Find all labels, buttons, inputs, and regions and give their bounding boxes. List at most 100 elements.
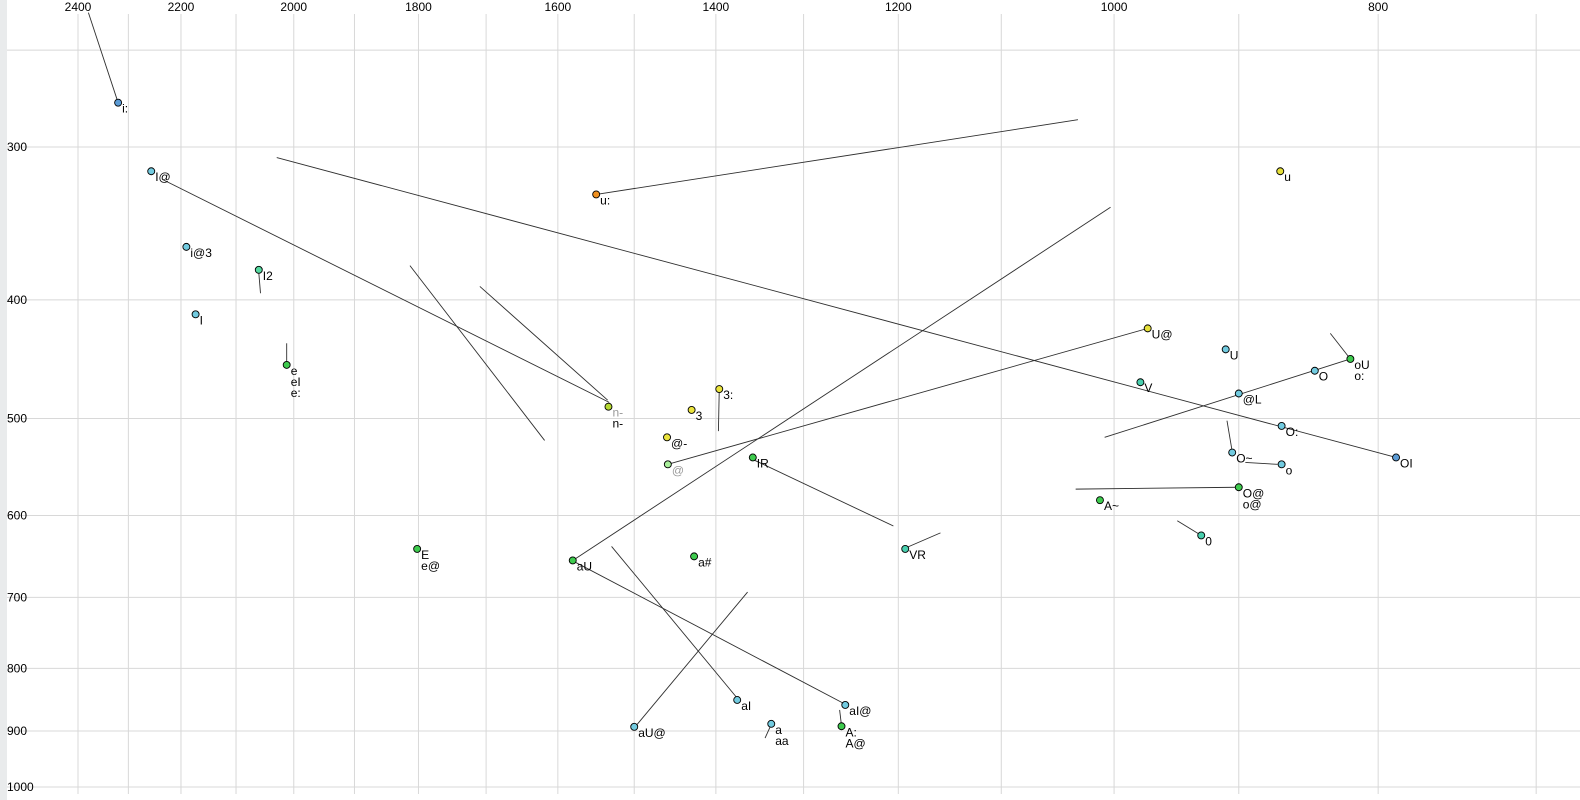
trajectory-line	[1329, 333, 1351, 360]
vowel-point-A-	[837, 722, 846, 731]
vowel-label-o-: o:	[1354, 369, 1364, 383]
vowel-point-OI	[1392, 453, 1400, 462]
trajectory-line	[87, 12, 119, 103]
vowel-label-3: 3	[696, 409, 703, 423]
vowel-label-aI-: aI@	[849, 704, 871, 718]
trajectory-line	[667, 327, 1148, 465]
left-margin-strip	[0, 0, 7, 800]
vowel-label-I: I	[200, 313, 203, 327]
vowel-label-A-: A:	[846, 725, 857, 739]
y-axis-tick-label: 400	[7, 293, 27, 307]
vowel-point-oU	[1346, 355, 1355, 363]
vowel-label-0: 0	[1205, 534, 1212, 548]
vowel-label-oU: oU	[1354, 358, 1369, 372]
vowel-label-U: U	[1230, 348, 1239, 362]
vowel-label-u-: u:	[600, 193, 610, 207]
trajectory-line	[1075, 486, 1239, 490]
vowel-label-O-: O~	[1236, 452, 1252, 466]
vowel-point-e	[282, 360, 291, 369]
vowel-point--	[663, 433, 671, 442]
vowel-label-U-: U@	[1152, 327, 1173, 341]
trajectory-line	[409, 265, 545, 441]
vowel-label-aa: aa	[775, 734, 789, 748]
vowel-label-e-: e@	[421, 559, 440, 573]
trajectory-line	[596, 119, 1079, 195]
vowel-point-i-3	[182, 242, 191, 251]
vowel-label-O-: O:	[1286, 425, 1299, 439]
x-axis-tick-label: 1800	[405, 0, 432, 14]
grid	[7, 14, 1580, 794]
trajectory-line	[1104, 358, 1351, 438]
x-axis-tick-label: 2200	[168, 0, 195, 14]
vowel-label-a-: a#	[698, 555, 712, 569]
vowel-point--	[663, 460, 672, 469]
vowel-label-A-: A@	[846, 736, 866, 750]
trajectory-line	[1226, 420, 1233, 452]
y-axis-tick-label: 700	[7, 590, 27, 604]
trajectory-lines	[87, 12, 1397, 739]
trajectory-line	[572, 206, 1111, 561]
vowel-label-e: e	[291, 364, 298, 378]
y-axis-tick-label: 900	[7, 724, 27, 738]
vowel-point-3	[687, 406, 696, 414]
vowel-label-n-: n-	[612, 417, 623, 431]
vowel-point-I-	[147, 167, 156, 176]
y-axis-tick-label: 800	[7, 661, 27, 675]
axis-ticks: 2400 2200 2000 1800 1600 1400 1200 1000 800 300 40…	[7, 0, 1388, 794]
vowel-point-aI	[733, 696, 742, 704]
vowel-point-O-	[1277, 421, 1286, 430]
vowel-label-aU-: aU@	[638, 726, 666, 740]
trajectory-line	[1177, 520, 1201, 535]
vowel-point-a-	[690, 552, 699, 561]
vowel-label-OI: OI	[1400, 456, 1413, 470]
vowel-label--: @-	[671, 436, 687, 450]
vowel-label-o-: o@	[1243, 497, 1262, 511]
trajectory-line	[636, 591, 748, 726]
vowel-point--L	[1234, 389, 1243, 398]
vowel-label-3-: 3:	[723, 388, 733, 402]
y-axis-tick-label: 300	[7, 140, 27, 154]
vowel-point-u-	[592, 190, 601, 199]
vowel-point-O	[1310, 366, 1319, 375]
vowel-point-n-	[604, 402, 613, 411]
trajectory-line	[752, 459, 894, 527]
vowel-label--L: @L	[1243, 393, 1262, 407]
vowel-label-e-: e:	[291, 386, 301, 400]
vowel-point-0	[1197, 531, 1206, 540]
x-axis-tick-label: 1200	[885, 0, 912, 14]
vowel-point-VR	[901, 544, 910, 553]
vowel-label-n-: n-	[612, 406, 623, 420]
vowel-label-IR: IR	[757, 456, 769, 470]
vowel-point-3-	[715, 385, 724, 393]
trajectory-line	[258, 272, 261, 294]
vowel-point-I2	[254, 265, 263, 274]
x-axis-tick-label: 2400	[65, 0, 92, 14]
vowel-label-I2: I2	[263, 269, 273, 283]
vowel-point-A-	[1096, 496, 1104, 505]
vowel-label--: @	[672, 463, 684, 477]
vowel-label-aU: aU	[577, 559, 592, 573]
vowel-label-eI: eI	[291, 375, 301, 389]
vowel-label-aI: aI	[741, 699, 751, 713]
vowel-label-I-: I@	[155, 170, 171, 184]
vowel-point-V	[1136, 378, 1145, 387]
vowel-label-A-: A~	[1104, 499, 1119, 513]
y-axis-tick-label: 600	[7, 508, 27, 522]
trajectory-line	[611, 546, 738, 699]
trajectory-line	[574, 561, 845, 705]
vowel-point-i-	[114, 98, 123, 107]
vowel-point-U-	[1143, 324, 1152, 333]
x-axis-tick-label: 2000	[280, 0, 307, 14]
vowel-label-E: E	[421, 548, 429, 562]
vowel-point-u	[1276, 167, 1285, 176]
y-axis-tick-label: 1000	[7, 780, 34, 794]
vowel-label-O: O	[1319, 370, 1328, 384]
vowel-point-aU	[568, 556, 577, 565]
vowel-label-o: o	[1286, 463, 1293, 477]
vowel-label-i-3: i@3	[190, 246, 212, 260]
vowel-point-O-	[1234, 483, 1243, 492]
vowel-point-aI-	[841, 701, 850, 709]
